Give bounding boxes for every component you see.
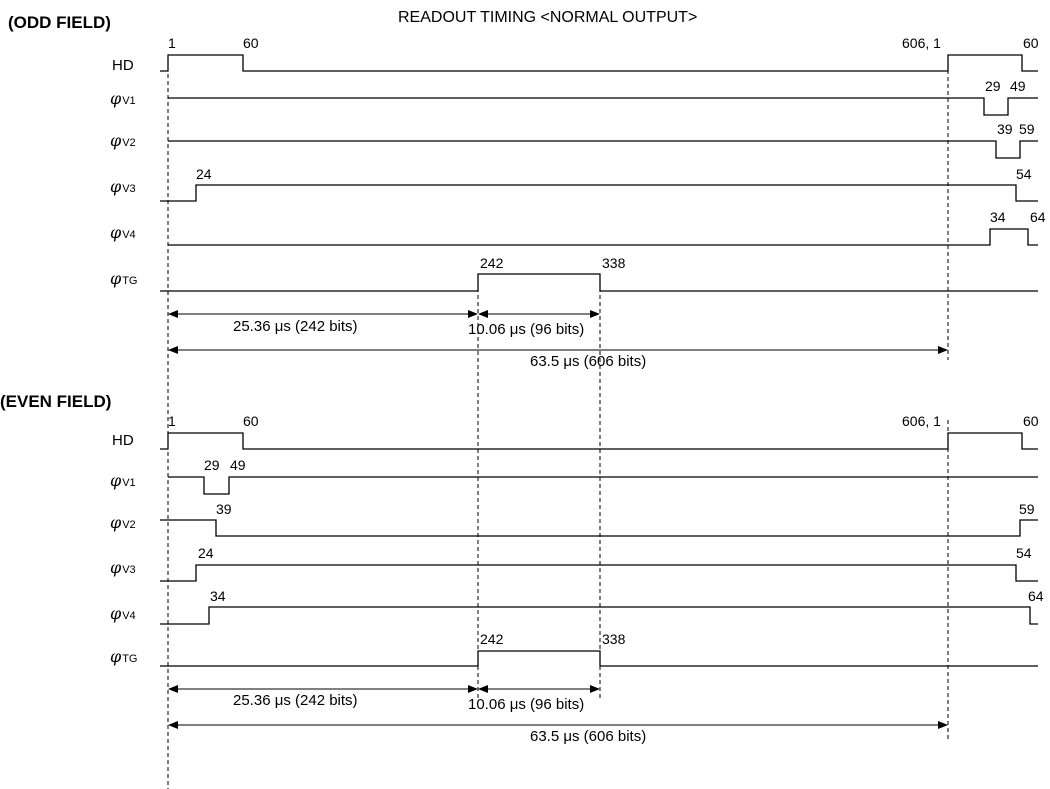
even-v1-tick-49: 49 (230, 457, 246, 473)
odd-hd-tick-60: 60 (243, 35, 259, 51)
even-field: (EVEN FIELD) HD 1 60 606, 1 60 φV1 29 49… (0, 392, 1044, 745)
even-v3-tick-54: 54 (1016, 545, 1032, 561)
even-v4-tick-34: 34 (210, 588, 226, 604)
odd-measure-242-label: 25.36 μs (242 bits) (233, 318, 358, 335)
odd-hd-label: HD (112, 57, 134, 74)
even-field-label: (EVEN FIELD) (0, 392, 111, 411)
odd-tg-label: φTG (110, 269, 137, 288)
odd-v4-tick-34: 34 (990, 209, 1006, 225)
odd-measure-96-label: 10.06 μs (96 bits) (468, 321, 584, 338)
even-measure-96-label: 10.06 μs (96 bits) (468, 696, 584, 713)
even-hd-tick-60: 60 (243, 413, 259, 429)
even-v2-tick-59: 59 (1019, 501, 1035, 517)
even-tg-tick-242: 242 (480, 631, 504, 647)
even-hd-tick-60b: 60 (1023, 413, 1039, 429)
odd-v3-tick-54: 54 (1016, 166, 1032, 182)
odd-tg-tick-242: 242 (480, 255, 504, 271)
even-v3-tick-24: 24 (198, 545, 214, 561)
even-v1-label: φV1 (110, 471, 136, 490)
even-v3-label: φV3 (110, 558, 136, 577)
even-hd-waveform (160, 432, 1038, 450)
odd-v4-waveform (168, 228, 1038, 246)
even-v4-waveform (160, 606, 1038, 625)
odd-v4-tick-64: 64 (1030, 209, 1046, 225)
even-hd-tick-606-1: 606, 1 (902, 413, 941, 429)
odd-hd-tick-1: 1 (168, 35, 176, 51)
odd-v1-tick-49: 49 (1010, 78, 1026, 94)
even-v4-tick-64: 64 (1028, 588, 1044, 604)
odd-v1-tick-29: 29 (985, 78, 1001, 94)
odd-hd-tick-60b: 60 (1023, 35, 1039, 51)
even-v1-tick-29: 29 (204, 457, 220, 473)
odd-v3-waveform (160, 184, 1038, 202)
even-tg-label: φTG (110, 647, 137, 666)
even-v2-waveform (160, 519, 1038, 537)
odd-field-label: (ODD FIELD) (8, 13, 111, 32)
even-measure-242-label: 25.36 μs (242 bits) (233, 692, 358, 709)
odd-hd-waveform (160, 54, 1038, 72)
even-hd-tick-1: 1 (168, 413, 176, 429)
odd-measure-606-label: 63.5 μs (606 bits) (530, 353, 646, 370)
odd-v2-tick-39: 39 (997, 121, 1013, 137)
odd-v1-waveform (168, 97, 1038, 116)
even-tg-tick-338: 338 (602, 631, 626, 647)
diagram-title: READOUT TIMING <NORMAL OUTPUT> (398, 9, 697, 26)
odd-v2-waveform (168, 140, 1038, 159)
odd-hd-tick-606-1: 606, 1 (902, 35, 941, 51)
odd-tg-waveform (160, 273, 1038, 292)
odd-v3-label: φV3 (110, 177, 136, 196)
odd-tg-tick-338: 338 (602, 255, 626, 271)
even-hd-label: HD (112, 432, 134, 449)
even-v4-label: φV4 (110, 604, 136, 623)
even-tg-waveform (160, 650, 1038, 667)
even-v2-label: φV2 (110, 513, 136, 532)
even-measure-606-label: 63.5 μs (606 bits) (530, 728, 646, 745)
odd-v3-tick-24: 24 (196, 166, 212, 182)
odd-field: (ODD FIELD) HD 1 60 606, 1 60 φV1 29 49 … (8, 13, 1046, 370)
even-v3-waveform (160, 564, 1038, 582)
odd-v1-label: φV1 (110, 89, 136, 108)
odd-v2-tick-59: 59 (1019, 121, 1035, 137)
even-v1-waveform (168, 476, 1038, 495)
even-v2-tick-39: 39 (216, 501, 232, 517)
odd-v4-label: φV4 (110, 223, 136, 242)
odd-v2-label: φV2 (110, 131, 136, 150)
